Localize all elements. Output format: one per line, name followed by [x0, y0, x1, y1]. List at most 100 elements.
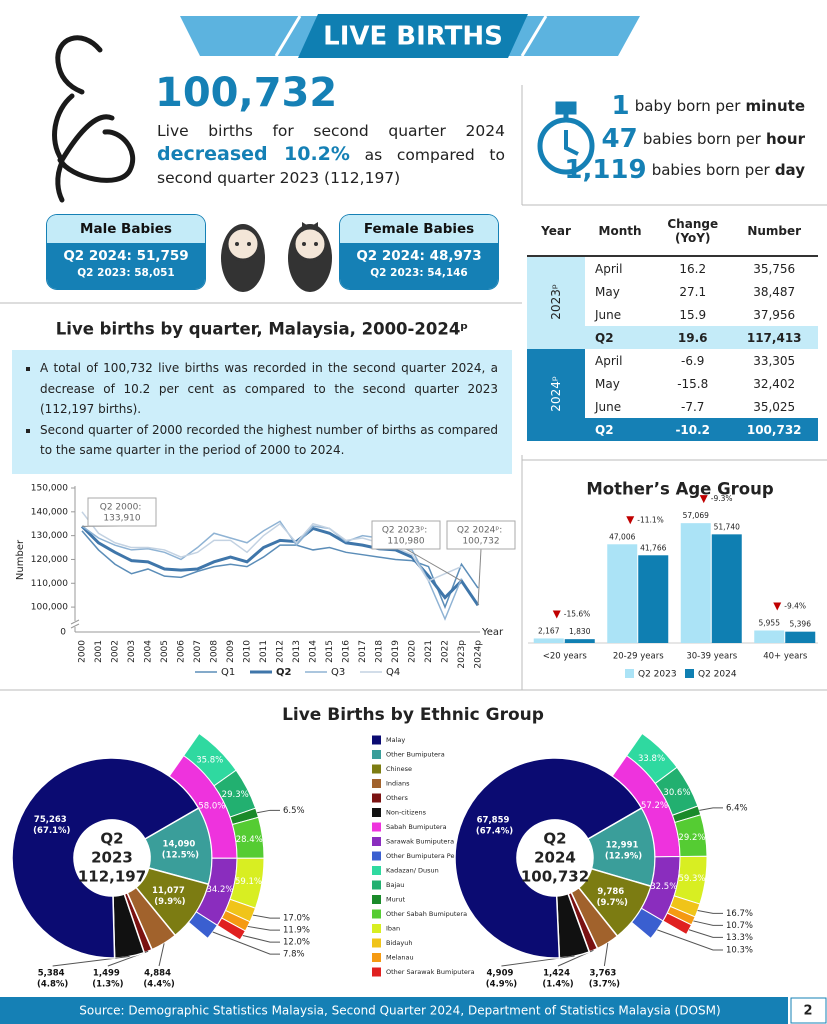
- donut-segment: [454, 757, 643, 959]
- label-leader: [501, 955, 575, 967]
- x-tick-label: 2003: [127, 640, 137, 663]
- x-tick-label: 40+ years: [763, 652, 808, 662]
- label-leader: [697, 910, 723, 914]
- table-total-row: Q2 -10.2 100,732: [527, 418, 818, 441]
- y-tick-label: 150,000: [31, 484, 68, 494]
- y-axis-label: Number: [15, 539, 26, 580]
- segment-label: 67,859 (67.4%): [476, 815, 513, 836]
- year-cell: 2023ᵖ: [527, 256, 585, 349]
- breakdown-label: 35.8%: [196, 755, 223, 765]
- chart-title: Mother’s Age Group: [586, 480, 774, 499]
- year-cell: 2024ᵖ: [527, 349, 585, 441]
- legend-label: Q2 2023: [638, 670, 677, 680]
- y-tick-label: 110,000: [31, 579, 68, 589]
- value-label: 1,830: [569, 627, 591, 636]
- y-tick-label: 100,000: [31, 603, 68, 613]
- x-tick-label: 2019: [391, 640, 401, 663]
- legend-label: Non-citizens: [386, 809, 427, 817]
- x-tick-label: 2018: [375, 640, 385, 663]
- box-label: Male Babies: [47, 215, 205, 243]
- x-tick-label: 2021: [424, 640, 434, 663]
- legend-label: Bidayuh: [386, 939, 412, 947]
- legend-swatch: [372, 822, 381, 832]
- table-cell: 100,732: [730, 418, 818, 441]
- breakdown-label: 59.3%: [678, 874, 705, 884]
- value-label: 5,396: [790, 620, 812, 629]
- rate-line: 47 babies born per hour: [602, 124, 806, 154]
- x-tick-label: 2014: [309, 640, 319, 663]
- table-total-row: Q2 19.6 117,413: [527, 326, 818, 349]
- table-row: May -15.8 32,402: [527, 372, 818, 395]
- year-label: 2023ᵖ: [549, 283, 563, 320]
- legend-swatch: [372, 735, 381, 745]
- value-label: 47,006: [609, 532, 635, 541]
- legend-swatch: [372, 808, 381, 817]
- box-current: Q2 2024: 48,973: [356, 248, 482, 264]
- table-cell: June: [595, 399, 622, 414]
- breakdown-label: 13.3%: [726, 933, 753, 943]
- x-tick-label: 20-29 years: [613, 652, 664, 662]
- legend-label: Q4: [386, 667, 400, 678]
- annotation-box: [87, 497, 157, 527]
- series-line: [81, 530, 479, 610]
- x-tick-label: 2017: [358, 640, 368, 663]
- bar: [754, 630, 785, 643]
- legend-swatch: [372, 880, 381, 890]
- change-marker: [552, 610, 561, 619]
- legend-swatch: [372, 793, 381, 803]
- x-tick-label: <20 years: [543, 652, 588, 662]
- segment-label: 11,077 (9.9%): [152, 886, 188, 907]
- x-tick-label: 30-39 years: [686, 652, 737, 662]
- legend-label: Bajau: [386, 881, 404, 889]
- table-cell: 32,402: [753, 376, 796, 391]
- x-tick-label: 2001: [94, 640, 104, 663]
- legend-swatch: [685, 669, 694, 678]
- y-tick-label: 140,000: [31, 507, 68, 517]
- x-tick-label: 2006: [177, 640, 187, 663]
- x-tick-label: 2008: [210, 640, 220, 663]
- bar: [680, 523, 711, 643]
- table-header: Number: [730, 207, 818, 257]
- donut-segment: [11, 757, 200, 959]
- x-tick-label: 2016: [342, 640, 352, 663]
- breakdown-label: 32.5%: [650, 882, 677, 892]
- page-number-box: [790, 997, 827, 1024]
- breakdown-label: 29.2%: [678, 833, 705, 843]
- x-tick-label: 2005: [160, 640, 170, 663]
- table-cell: 35,025: [753, 399, 796, 414]
- annotation: Q2 2023ᵖ: 110,980: [382, 525, 430, 546]
- x-tick-label: 2004: [144, 640, 154, 663]
- segment-label: 1,499 (1.3%): [92, 968, 123, 989]
- value-label: 57,069: [683, 511, 709, 520]
- change-marker: [626, 516, 635, 525]
- bar: [785, 631, 816, 643]
- label-leader: [252, 914, 280, 919]
- table-cell: 27.1: [679, 284, 707, 299]
- legend-swatch: [372, 750, 381, 759]
- table-cell: 38,487: [753, 284, 796, 299]
- center-label: 100,732: [521, 868, 589, 886]
- segment-label: 75,263 (67.1%): [33, 814, 70, 835]
- male-box: Male Babies Q2 2024: 51,759 Q2 2023: 58,0…: [47, 215, 205, 289]
- x-tick-label: 2000: [78, 640, 88, 663]
- banner-gap: [274, 15, 302, 57]
- table-cell: Q2: [585, 326, 656, 349]
- annotation: Q2 2000: 133,910: [100, 502, 144, 523]
- headline-part: Live births for second quarter 2024: [157, 122, 505, 140]
- legend-label: Malay: [386, 736, 405, 744]
- table-row: June 15.9 37,956: [527, 303, 818, 326]
- legend-label: Chinese: [386, 765, 412, 773]
- table-cell: 117,413: [730, 326, 818, 349]
- banner-gap: [520, 15, 548, 57]
- segment-label: 3,763 (3.7%): [589, 968, 620, 989]
- box-previous: Q2 2023: 58,051: [77, 267, 175, 279]
- summary-list: A total of 100,732 live births was recor…: [22, 358, 498, 461]
- breakdown-label: 12.0%: [283, 938, 310, 948]
- table-cell: May: [595, 284, 620, 299]
- stopwatch-icon: [537, 101, 595, 175]
- table-cell: May: [595, 376, 620, 391]
- box-previous: Q2 2023: 54,146: [370, 267, 468, 279]
- y-tick-label: 130,000: [31, 531, 68, 541]
- legend-swatch: [372, 967, 381, 977]
